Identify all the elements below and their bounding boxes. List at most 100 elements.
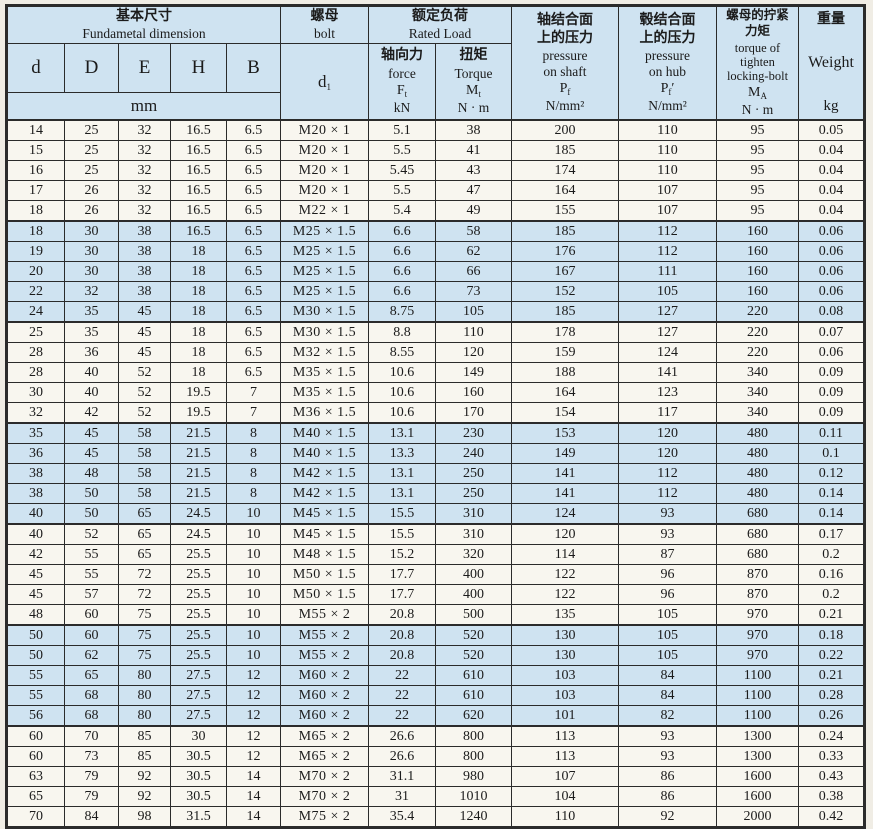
tightening-torque-zh: 螺母的拧紧 力矩	[726, 8, 789, 38]
cell-pressure-on-hub: 110	[618, 140, 717, 161]
cell-weight: 0.06	[798, 261, 865, 282]
cell-pressure-on-hub: 124	[618, 342, 717, 363]
cell-pressure-on-hub: 105	[618, 281, 717, 302]
cell-weight: 0.18	[798, 624, 865, 646]
header-pressure-on-hub: 毂结合面 上的压力 pressure on hub Pf′ N/mm²	[618, 5, 717, 121]
cell-E: 38	[118, 281, 171, 302]
cell-d: 60	[6, 746, 65, 767]
cell-force: 35.4	[368, 806, 436, 828]
cell-B: 10	[226, 564, 281, 585]
force-zh: 轴向力	[381, 48, 423, 64]
cell-pressure-on-hub: 120	[618, 443, 717, 464]
cell-H: 25.5	[170, 564, 227, 585]
basic-dimension-en: Fundametal dimension	[82, 25, 206, 41]
cell-pressure-on-shaft: 185	[511, 140, 619, 161]
cell-pressure-on-shaft: 110	[511, 806, 619, 828]
cell-bolt: M60 × 2	[280, 685, 369, 706]
cell-pressure-on-shaft: 188	[511, 362, 619, 383]
cell-B: 6.5	[226, 362, 281, 383]
table-row: 36 45 58 21.5 8 M40 × 1.5 13.3 240 149 120 480 0.1	[6, 443, 865, 464]
cell-weight: 0.04	[798, 200, 865, 222]
cell-E: 65	[118, 544, 171, 565]
pressure-shaft-unit: N/mm²	[545, 97, 585, 113]
cell-E: 45	[118, 301, 171, 323]
cell-d: 18	[6, 220, 65, 242]
cell-D: 52	[64, 523, 119, 545]
cell-bolt: M35 × 1.5	[280, 382, 369, 403]
cell-H: 24.5	[170, 503, 227, 525]
cell-d: 40	[6, 503, 65, 525]
cell-bolt: M60 × 2	[280, 705, 369, 727]
cell-tightening-torque: 220	[716, 342, 799, 363]
cell-pressure-on-shaft: 104	[511, 786, 619, 807]
pressure-shaft-symbol: Pf	[559, 80, 571, 97]
cell-H: 25.5	[170, 584, 227, 605]
cell-weight: 0.2	[798, 544, 865, 565]
table-row: 30 40 52 19.5 7 M35 × 1.5 10.6 160 164 123 340 0.09	[6, 382, 865, 403]
cell-D: 35	[64, 321, 119, 343]
cell-weight: 0.08	[798, 301, 865, 323]
cell-tightening-torque: 680	[716, 503, 799, 525]
cell-pressure-on-hub: 141	[618, 362, 717, 383]
header-rated-load: 额定负荷 Rated Load	[368, 5, 512, 44]
cell-tightening-torque: 680	[716, 523, 799, 545]
cell-B: 6.5	[226, 241, 281, 262]
cell-d: 28	[6, 342, 65, 363]
cell-torque: 43	[435, 160, 512, 181]
cell-tightening-torque: 95	[716, 180, 799, 201]
cell-D: 70	[64, 725, 119, 747]
cell-pressure-on-hub: 105	[618, 645, 717, 666]
cell-pressure-on-hub: 123	[618, 382, 717, 403]
cell-E: 75	[118, 645, 171, 666]
cell-weight: 0.21	[798, 604, 865, 626]
cell-torque: 49	[435, 200, 512, 222]
cell-bolt: M65 × 2	[280, 725, 369, 747]
cell-bolt: M20 × 1	[280, 140, 369, 161]
cell-D: 73	[64, 746, 119, 767]
cell-d: 38	[6, 463, 65, 484]
cell-d: 15	[6, 140, 65, 161]
table-row: 16 25 32 16.5 6.5 M20 × 1 5.45 43 174 110 95 0.04	[6, 160, 865, 181]
pressure-hub-zh: 毂结合面 上的压力	[639, 13, 696, 46]
cell-torque: 400	[435, 584, 512, 605]
cell-pressure-on-shaft: 120	[511, 523, 619, 545]
cell-B: 14	[226, 806, 281, 828]
cell-weight: 0.11	[798, 422, 865, 444]
cell-force: 20.8	[368, 604, 436, 626]
cell-D: 57	[64, 584, 119, 605]
cell-weight: 0.42	[798, 806, 865, 828]
cell-weight: 0.06	[798, 241, 865, 262]
cell-bolt: M50 × 1.5	[280, 564, 369, 585]
cell-pressure-on-shaft: 130	[511, 645, 619, 666]
cell-B: 12	[226, 685, 281, 706]
torque-en: Torque	[454, 65, 493, 81]
cell-H: 18	[170, 261, 227, 282]
cell-tightening-torque: 160	[716, 220, 799, 242]
cell-torque: 250	[435, 463, 512, 484]
header-torque: 扭矩 Torque Mt N · m	[435, 43, 512, 121]
header-col-E: E	[118, 43, 171, 93]
cell-tightening-torque: 340	[716, 382, 799, 403]
basic-dimension-zh: 基本尺寸	[116, 9, 172, 25]
cell-bolt: M55 × 2	[280, 604, 369, 626]
cell-torque: 73	[435, 281, 512, 302]
table-row: 60 73 85 30.5 12 M65 × 2 26.6 800 113 93 1300 0.33	[6, 746, 865, 767]
cell-bolt: M55 × 2	[280, 645, 369, 666]
cell-E: 32	[118, 180, 171, 201]
cell-torque: 66	[435, 261, 512, 282]
cell-force: 6.6	[368, 220, 436, 242]
cell-tightening-torque: 160	[716, 261, 799, 282]
cell-d: 42	[6, 544, 65, 565]
cell-d: 22	[6, 281, 65, 302]
cell-D: 40	[64, 382, 119, 403]
cell-B: 10	[226, 604, 281, 626]
cell-weight: 0.12	[798, 463, 865, 484]
cell-D: 79	[64, 766, 119, 787]
cell-tightening-torque: 480	[716, 463, 799, 484]
cell-weight: 0.04	[798, 140, 865, 161]
cell-tightening-torque: 970	[716, 604, 799, 626]
cell-force: 26.6	[368, 746, 436, 767]
cell-d: 25	[6, 321, 65, 343]
cell-tightening-torque: 480	[716, 422, 799, 444]
cell-B: 10	[226, 523, 281, 545]
